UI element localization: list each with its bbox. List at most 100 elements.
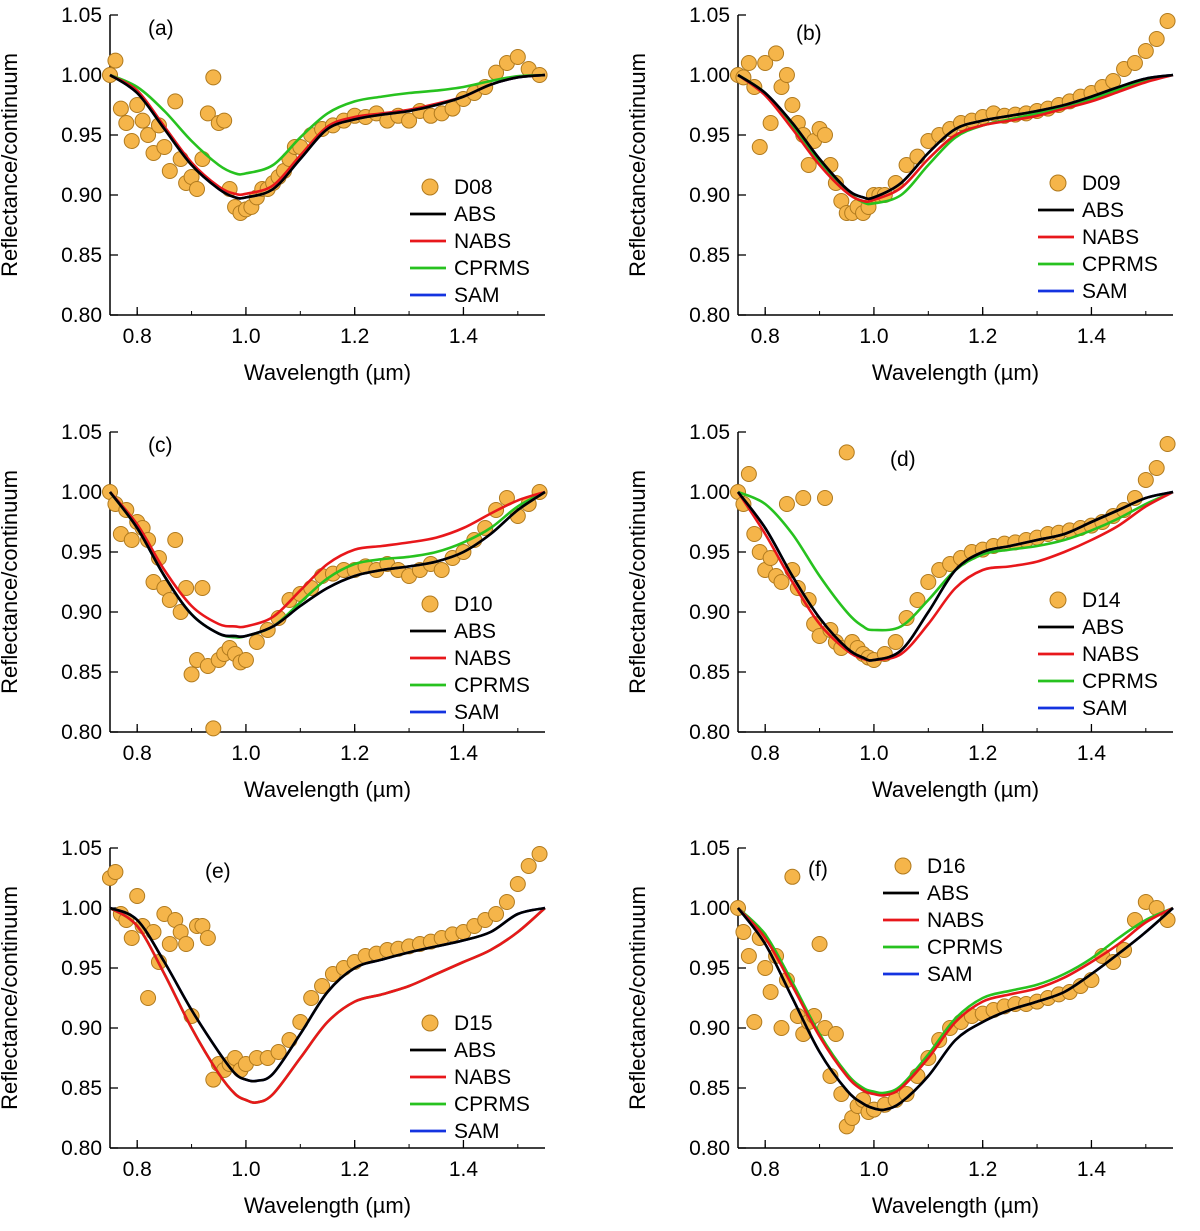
data-point: [746, 1014, 763, 1030]
legend-label: D09: [1082, 172, 1121, 195]
y-axis-label: Reflectance/continuum: [625, 53, 650, 277]
legend-label: CPRMS: [454, 257, 530, 280]
data-point: [194, 580, 211, 596]
legend-label: NABS: [1082, 226, 1139, 249]
series-line-abs: [736, 490, 1174, 662]
data-point: [401, 112, 418, 129]
data-point: [112, 100, 129, 117]
legend-label: SAM: [454, 284, 500, 307]
legend-label: SAM: [1082, 697, 1128, 720]
x-tick-label: 1.4: [1077, 325, 1107, 348]
panel-label: (c): [148, 434, 173, 457]
data-point: [762, 115, 779, 131]
data-point: [161, 592, 178, 608]
data-point: [270, 1044, 287, 1060]
legend-marker-data: [1049, 174, 1067, 192]
legend-label: ABS: [454, 203, 496, 226]
x-tick-label: 1.2: [968, 1158, 997, 1181]
y-tick-label: 0.85: [61, 1077, 102, 1100]
panel-d: 0.8 1.0 1.2 1.4 0.80 0.85 0.90 0.95 1.00 1.05 Wave…: [625, 421, 1176, 802]
y-tick-label: 0.80: [61, 304, 102, 327]
series-line-abs: [736, 907, 1174, 1112]
data-point: [768, 45, 785, 62]
y-tick-label: 0.80: [689, 1137, 730, 1160]
x-tick-label: 1.0: [231, 1158, 260, 1181]
data-point: [762, 984, 779, 1000]
series-line-nabs: [737, 906, 1174, 1097]
data-point: [838, 444, 855, 461]
y-tick-label: 1.00: [61, 897, 102, 920]
data-point: [194, 151, 211, 167]
data-point: [498, 894, 515, 910]
data-point: [757, 55, 774, 71]
data-point: [740, 55, 757, 71]
y-tick-label: 1.05: [689, 4, 730, 27]
data-point: [773, 574, 790, 590]
y-tick-label: 1.05: [61, 421, 102, 444]
data-point: [509, 876, 526, 892]
data-point: [129, 97, 146, 113]
y-tick-label: 0.80: [689, 304, 730, 327]
legend-label: SAM: [454, 1120, 500, 1143]
legend-label: NABS: [1082, 643, 1139, 666]
data-point: [140, 990, 157, 1006]
data-point: [178, 936, 195, 952]
series-line-nabs: [736, 490, 1174, 662]
legend-label: ABS: [927, 882, 969, 905]
data-point: [205, 720, 222, 737]
y-tick-label: 1.05: [61, 4, 102, 27]
data-point: [129, 888, 146, 904]
series-line-abs: [109, 906, 546, 1083]
x-tick-label: 0.8: [751, 1158, 780, 1181]
panel-label: (b): [796, 22, 822, 45]
data-point: [778, 496, 795, 512]
data-point: [509, 49, 526, 65]
panel-label: (f): [808, 858, 828, 881]
data-point: [199, 930, 216, 946]
data-point: [205, 69, 222, 86]
data-point: [1159, 912, 1176, 928]
panel-label: (e): [205, 860, 231, 883]
series-line-abs: [109, 73, 546, 200]
panel-label: (d): [890, 448, 916, 471]
x-tick-label: 1.2: [340, 742, 369, 765]
y-tick-label: 1.00: [689, 481, 730, 504]
y-tick-label: 1.00: [689, 897, 730, 920]
x-tick-label: 1.4: [1077, 742, 1107, 765]
data-point: [520, 858, 537, 874]
legend-label: ABS: [454, 620, 496, 643]
legend-marker-data: [1049, 591, 1067, 609]
y-axis-label: Reflectance/continuum: [0, 886, 22, 1110]
x-axis-label: Wavelength (µm): [244, 777, 411, 802]
legend-marker-data: [421, 178, 439, 196]
x-tick-label: 1.0: [231, 742, 260, 765]
x-axis-label: Wavelength (µm): [872, 1193, 1039, 1218]
data-point: [167, 532, 184, 548]
data-point: [531, 846, 548, 862]
x-axis-label: Wavelength (µm): [244, 1193, 411, 1218]
data-point: [237, 652, 254, 668]
data-point: [161, 163, 178, 179]
data-point: [488, 906, 505, 922]
data-point: [757, 960, 774, 976]
panel-b: 0.8 1.0 1.2 1.4 0.80 0.85 0.90 0.95 1.00 1.05 Wave…: [625, 4, 1176, 385]
legend: D15 ABS NABS CPRMS SAM: [410, 1012, 530, 1143]
y-tick-label: 0.90: [689, 1017, 730, 1040]
y-axis-label: Reflectance/continuum: [625, 470, 650, 694]
y-tick-label: 0.90: [689, 184, 730, 207]
x-tick-label: 1.0: [859, 325, 888, 348]
y-tick-label: 0.90: [61, 601, 102, 624]
legend-label: NABS: [454, 230, 511, 253]
data-point: [1159, 436, 1176, 452]
panel-c: 0.8 1.0 1.2 1.4 0.80 0.85 0.90 0.95 1.00 1.05 Wave…: [0, 421, 548, 802]
legend-label: D14: [1082, 589, 1121, 612]
data-point: [1148, 31, 1165, 47]
legend-label: CPRMS: [454, 1093, 530, 1116]
data-point: [156, 139, 173, 155]
data-point: [800, 157, 817, 173]
x-tick-label: 1.2: [968, 742, 997, 765]
x-tick-label: 1.2: [968, 325, 997, 348]
data-point: [140, 127, 157, 143]
data-point: [811, 936, 828, 952]
x-tick-label: 1.4: [449, 742, 479, 765]
